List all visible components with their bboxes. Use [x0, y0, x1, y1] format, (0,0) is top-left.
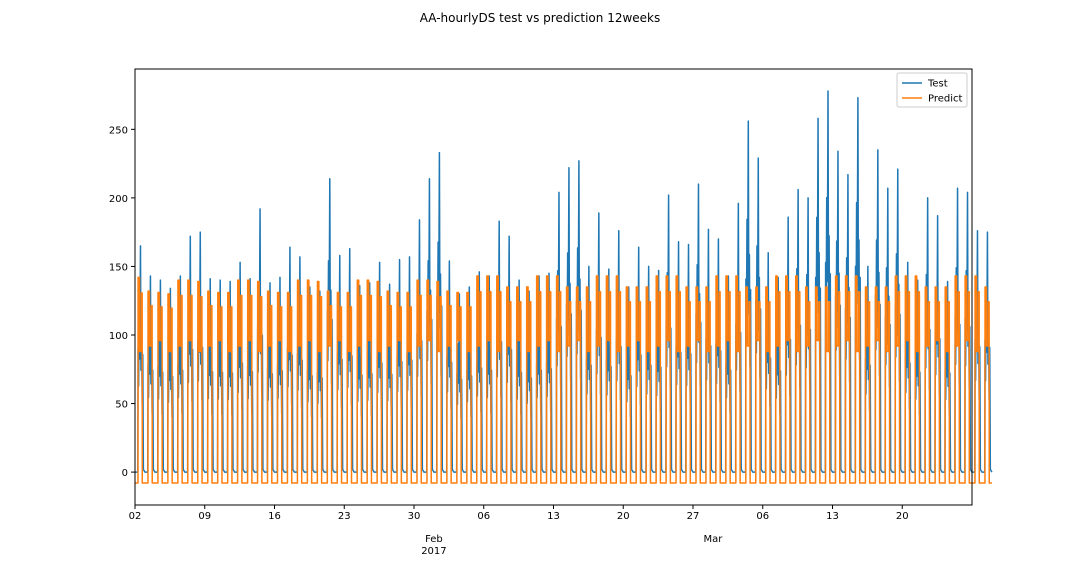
y-tick-label: 200: [109, 194, 128, 205]
x-tick-label: 06: [477, 511, 490, 522]
series-test-line: [135, 90, 993, 473]
x-tick-label: 06: [756, 511, 769, 522]
x-tick-label: 02: [129, 511, 142, 522]
y-tick-label: 100: [109, 331, 128, 342]
x-tick-label: 30: [408, 511, 421, 522]
legend-label-test: Test: [927, 79, 948, 90]
series-predict-line: [135, 275, 992, 484]
legend-label-predict: Predict: [928, 94, 963, 105]
legend: Test Predict: [896, 72, 968, 108]
series-layer: [135, 90, 993, 484]
x-tick-label: 09: [198, 511, 211, 522]
chart-title: AA-hourlyDS test vs prediction 12weeks: [420, 11, 661, 25]
y-tick-label: 0: [122, 468, 128, 479]
y-tick-label: 150: [109, 262, 128, 273]
x-tick-label: 16: [268, 511, 281, 522]
x-month-label: Mar: [703, 534, 723, 545]
x-tick-label: 13: [826, 511, 839, 522]
y-axis: 0 50 100 150 200 250: [109, 125, 135, 479]
x-tick-label: 23: [338, 511, 351, 522]
x-month-label: Feb: [425, 534, 443, 545]
x-tick-label: 20: [896, 511, 909, 522]
y-tick-label: 50: [115, 400, 128, 411]
x-tick-label: 20: [617, 511, 630, 522]
y-tick-label: 250: [109, 125, 128, 136]
x-year-label: 2017: [421, 546, 446, 557]
x-tick-label: 13: [547, 511, 560, 522]
x-tick-label: 27: [687, 511, 700, 522]
